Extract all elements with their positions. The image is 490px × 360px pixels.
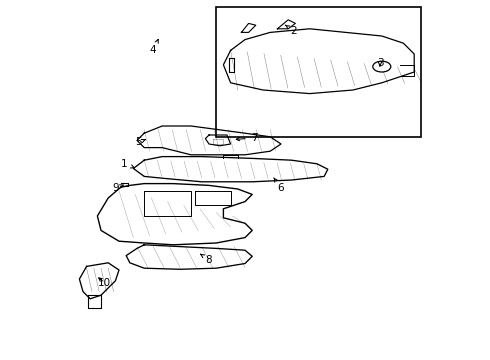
Bar [216, 7, 421, 137]
Text: 3: 3 [377, 58, 383, 68]
Text: 9: 9 [113, 183, 123, 193]
Text: 2: 2 [285, 25, 297, 36]
Text: 1: 1 [121, 159, 134, 169]
Text: 7: 7 [236, 133, 257, 143]
Text: 4: 4 [150, 40, 158, 55]
Text: 10: 10 [98, 278, 111, 288]
Text: 6: 6 [274, 178, 284, 193]
Text: 5: 5 [136, 137, 145, 147]
Ellipse shape [373, 61, 391, 72]
Text: 8: 8 [200, 254, 212, 265]
